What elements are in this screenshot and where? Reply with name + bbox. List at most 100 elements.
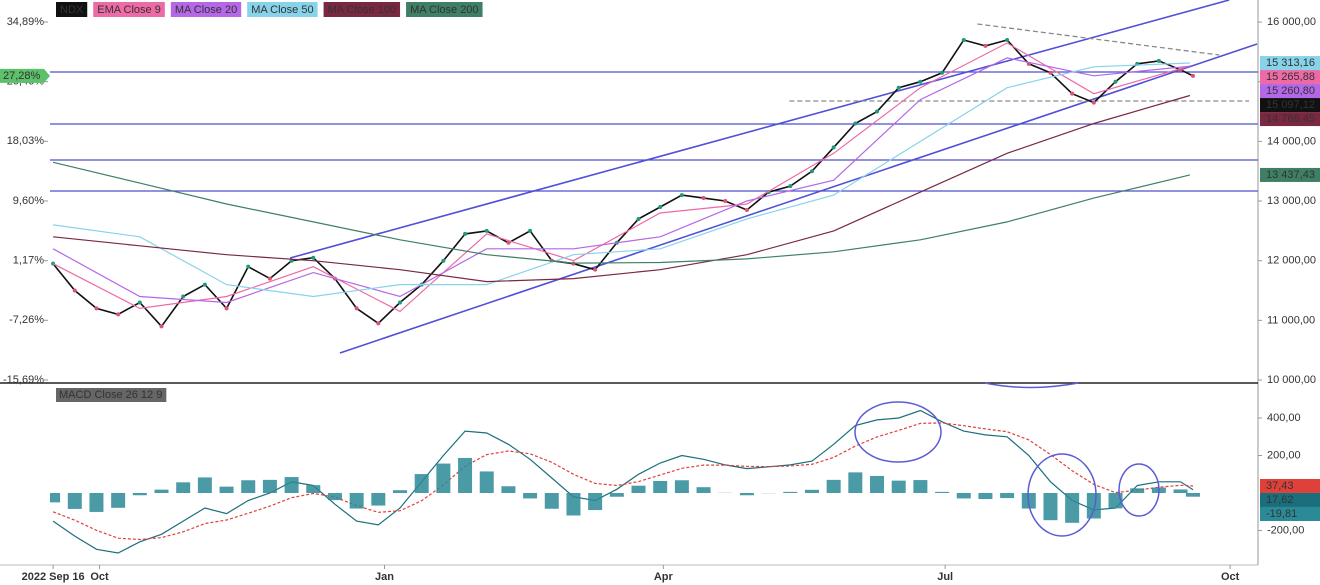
price-point xyxy=(1156,58,1161,63)
value-tag xyxy=(1260,70,1320,85)
price-point xyxy=(658,205,663,210)
x-tick-label: Apr xyxy=(654,571,674,583)
histogram-bar xyxy=(479,471,494,493)
price-point xyxy=(528,228,533,233)
price-point xyxy=(246,264,251,269)
histogram-bar xyxy=(653,481,668,493)
histogram-bar xyxy=(414,474,429,493)
histogram-bar xyxy=(371,493,386,506)
y2-tick-label: -7,26% xyxy=(9,314,44,326)
value-tag-label: 17,62 xyxy=(1266,494,1294,506)
value-tag-label: -19,81 xyxy=(1266,508,1297,520)
value-tag xyxy=(1260,478,1320,493)
histogram-bar xyxy=(349,493,364,509)
price-point xyxy=(181,294,186,299)
value-tag xyxy=(1260,56,1320,71)
price-point xyxy=(983,43,988,48)
price-point xyxy=(875,109,880,114)
histogram-bar xyxy=(1043,493,1058,521)
legend-label: NDX xyxy=(60,4,84,16)
histogram-bar xyxy=(956,493,971,499)
x-tick-label: Jul xyxy=(937,571,953,583)
value-tag-label: 13 437,43 xyxy=(1266,169,1315,181)
histogram-bar xyxy=(1185,493,1200,497)
legend-tag xyxy=(406,2,483,17)
value-tag xyxy=(1260,167,1320,182)
y-tick-label: 12 000,00 xyxy=(1267,255,1316,267)
price-point xyxy=(1091,100,1096,105)
series-line xyxy=(52,57,1190,304)
y2-tick-label: 18,03% xyxy=(7,135,45,147)
annotations xyxy=(854,382,1160,537)
price-point xyxy=(484,228,489,233)
price-point xyxy=(1113,79,1118,84)
histogram-bar xyxy=(631,485,646,493)
y-tick-label: 10 000,00 xyxy=(1267,374,1316,386)
price-point xyxy=(398,300,403,305)
price-point xyxy=(1048,70,1053,75)
price-point xyxy=(137,300,142,305)
price-panel xyxy=(50,0,1258,354)
price-point xyxy=(788,184,793,189)
histogram-bar xyxy=(588,493,603,511)
legend-tag xyxy=(247,2,318,17)
histogram-bar xyxy=(870,475,885,493)
series-line xyxy=(53,94,1191,283)
histogram-bar xyxy=(154,489,169,493)
histogram-bar xyxy=(501,486,516,493)
x-tick-label: Oct xyxy=(1221,571,1240,583)
value-tag-label: 15 097,12 xyxy=(1266,99,1315,111)
histogram-bar xyxy=(783,491,798,493)
histogram-bar xyxy=(674,480,689,493)
y-tick-label: -200,00 xyxy=(1267,524,1304,536)
value-tag-label: 15 260,80 xyxy=(1266,85,1315,97)
histogram-bar xyxy=(111,493,126,508)
panel-title-tag xyxy=(56,388,167,402)
histogram-bar xyxy=(804,489,819,493)
y2-tick-label: 34,89% xyxy=(7,16,45,28)
histogram-bar xyxy=(262,479,277,493)
histogram-bar xyxy=(1086,493,1101,519)
histogram-bar xyxy=(609,493,624,497)
legend-tag xyxy=(56,2,88,17)
histogram-bar xyxy=(696,487,711,493)
histogram-bar xyxy=(523,493,538,499)
histogram-bar xyxy=(544,493,559,509)
histogram-bar xyxy=(566,493,581,516)
value-tag xyxy=(1260,506,1320,521)
price-point xyxy=(831,145,836,150)
macd-panel xyxy=(50,409,1200,554)
y2-tick-label: -15,69% xyxy=(3,374,44,386)
price-point xyxy=(1190,73,1195,78)
y-tick-label: 200,00 xyxy=(1267,449,1301,461)
histogram-bar xyxy=(306,485,321,493)
histogram-bar xyxy=(67,493,82,509)
y-tick-label: 11 000,00 xyxy=(1267,314,1315,326)
legend-tag xyxy=(170,2,242,17)
price-point xyxy=(940,70,945,75)
price-point xyxy=(116,312,121,317)
series-line xyxy=(52,422,1194,541)
annotation-arc xyxy=(984,382,1079,389)
panel-title: MACD Close 26 12 9 xyxy=(59,389,162,401)
histogram-bar xyxy=(393,490,408,493)
annotation-ellipse xyxy=(1027,453,1097,537)
series-line xyxy=(53,62,1190,298)
series-line xyxy=(52,161,1191,264)
price-point xyxy=(224,306,229,311)
histogram-bar xyxy=(913,480,928,493)
annotation-ellipse xyxy=(854,401,942,463)
price-point xyxy=(896,85,901,90)
histogram-bar xyxy=(284,477,299,493)
histogram-bar xyxy=(132,493,147,496)
histogram-bar xyxy=(978,493,993,499)
histogram-bar xyxy=(458,457,473,493)
value-tag xyxy=(1260,112,1320,127)
price-point xyxy=(744,207,749,212)
price-point xyxy=(202,282,207,287)
price-point xyxy=(593,267,598,272)
price-point xyxy=(159,324,164,329)
legend-label: MA Close 100 xyxy=(328,4,396,16)
trend-line xyxy=(339,43,1258,354)
histogram-bar xyxy=(935,491,950,493)
